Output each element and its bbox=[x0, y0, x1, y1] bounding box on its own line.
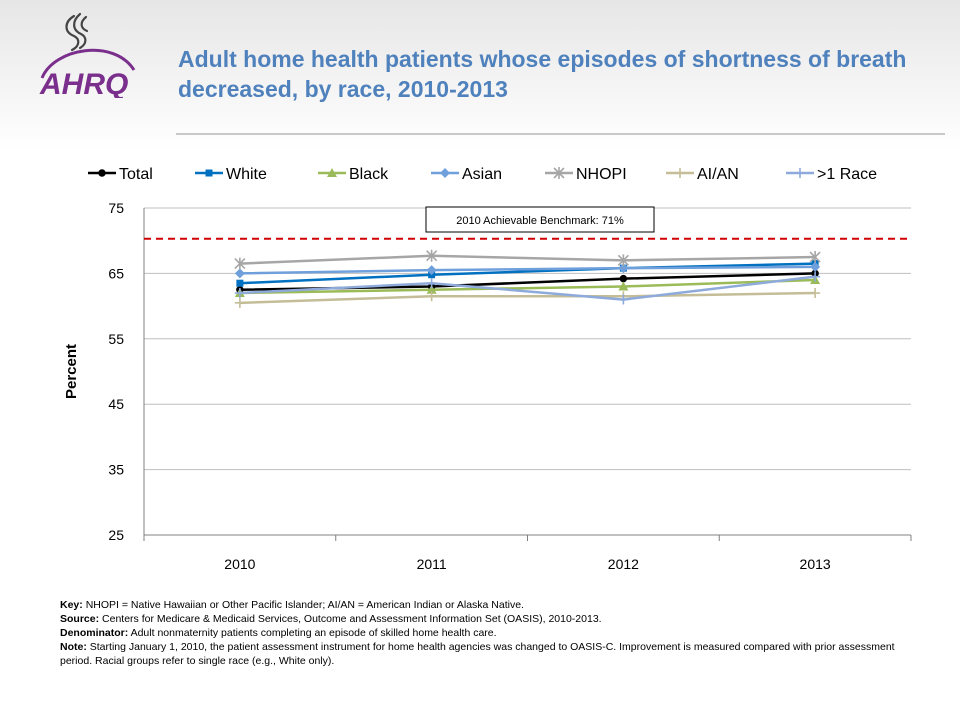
legend-marker-white bbox=[205, 169, 213, 177]
x-tick-label: 2012 bbox=[608, 556, 639, 572]
benchmark-label-box bbox=[425, 206, 655, 233]
series-line-white bbox=[239, 262, 816, 285]
page-title: Adult home health patients whose episode… bbox=[178, 46, 907, 102]
legend-marker-ai-an bbox=[675, 168, 685, 178]
legend-marker-black bbox=[327, 168, 337, 177]
data-point-nhopi bbox=[426, 249, 438, 262]
footnote-note: Note: Starting January 1, 2010, the pati… bbox=[60, 641, 895, 667]
data-point-1-race bbox=[426, 278, 437, 289]
data-point-black bbox=[618, 281, 629, 291]
legend-label-asian: Asian bbox=[462, 166, 502, 183]
x-tick-label: 2011 bbox=[417, 556, 447, 572]
x-tick-label: 2013 bbox=[800, 556, 831, 572]
y-tick-label: 45 bbox=[108, 396, 124, 412]
logo-text: AHRQ bbox=[39, 68, 128, 98]
y-tick-label: 55 bbox=[108, 331, 124, 347]
series-line-ai-an bbox=[239, 291, 816, 305]
data-point-ai-an bbox=[810, 288, 821, 299]
legend-marker-1-race bbox=[795, 168, 805, 178]
header-background bbox=[0, 0, 960, 150]
legend-marker-total bbox=[98, 169, 106, 177]
ahrq-logo: AHRQ bbox=[39, 12, 136, 98]
legend-label-black: Black bbox=[349, 166, 389, 183]
legend-marker-nhopi bbox=[553, 167, 565, 179]
data-point-black bbox=[426, 284, 437, 294]
legend-label-ai-an: AI/AN bbox=[697, 166, 739, 183]
logo-swoosh bbox=[40, 48, 136, 79]
data-point-ai-an bbox=[234, 297, 245, 308]
footnote-key: Key: NHOPI = Native Hawaiian or Other Pa… bbox=[60, 599, 524, 611]
y-axis-label: Percent bbox=[63, 344, 80, 399]
title-divider bbox=[176, 133, 945, 135]
data-point-asian bbox=[810, 261, 821, 272]
data-point-1-race bbox=[618, 294, 629, 305]
footnote-source: Source: Centers for Medicare & Medicaid … bbox=[60, 613, 602, 625]
x-tick-label: 2010 bbox=[224, 556, 255, 572]
data-point-nhopi bbox=[809, 251, 821, 264]
data-point-1-race bbox=[234, 288, 245, 299]
line-chart: 25 35 45 55 65 75 2010 2011 2012 2013 Percent 2010 … bbox=[63, 166, 912, 572]
benchmark-label: 2010 Achievable Benchmark: 71% bbox=[456, 215, 624, 227]
legend-label-white: White bbox=[226, 166, 267, 183]
data-point-white bbox=[236, 279, 244, 287]
series-line-asian bbox=[239, 265, 816, 275]
data-point-total bbox=[619, 274, 628, 283]
y-tick-label: 75 bbox=[108, 200, 124, 216]
footnotes: Key: NHOPI = Native Hawaiian or Other Pa… bbox=[60, 598, 900, 668]
y-tick-label: 65 bbox=[108, 265, 124, 281]
data-point-nhopi bbox=[234, 257, 246, 270]
data-point-1-race bbox=[810, 271, 821, 282]
legend-label-total: Total bbox=[119, 166, 153, 183]
series-line-1-race bbox=[239, 275, 816, 301]
legend-marker-asian bbox=[440, 168, 450, 178]
legend-label-1-race: >1 Race bbox=[817, 166, 877, 183]
y-tick-label: 35 bbox=[108, 462, 124, 478]
data-point-asian bbox=[234, 268, 245, 279]
footnote-denominator: Denominator: Adult nonmaternity patients… bbox=[60, 627, 497, 639]
data-point-ai-an bbox=[426, 291, 437, 302]
data-point-asian bbox=[426, 265, 437, 276]
series-line-black bbox=[239, 278, 816, 295]
y-tick-label: 25 bbox=[108, 527, 124, 543]
hhs-eagle-icon bbox=[65, 12, 89, 52]
data-point-asian bbox=[618, 263, 629, 274]
series-line-nhopi bbox=[239, 254, 816, 265]
legend-label-nhopi: NHOPI bbox=[576, 166, 627, 183]
data-point-nhopi bbox=[617, 254, 629, 267]
